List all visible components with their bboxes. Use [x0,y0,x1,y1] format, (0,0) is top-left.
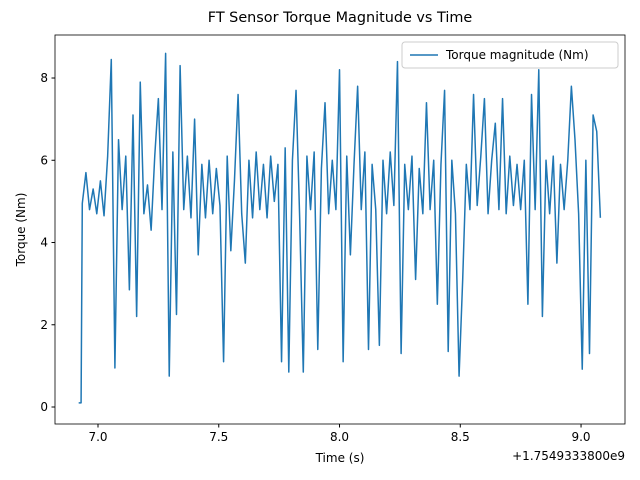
legend-label: Torque magnitude (Nm) [445,48,589,62]
chart-title: FT Sensor Torque Magnitude vs Time [208,10,473,26]
y-tick-label: 8 [40,71,48,85]
x-tick-label: 9.0 [571,430,590,444]
plot-frame [54,34,626,425]
legend-box [401,41,619,69]
data-line [78,52,602,404]
x-tick-label: 7.5 [209,430,228,444]
y-tick-label: 0 [40,400,48,414]
x-axis-label: Time (s) [315,451,365,465]
y-tick-label: 6 [40,153,48,167]
y-tick-label: 2 [40,318,48,332]
y-axis-label: Torque (Nm) [14,193,28,268]
x-tick-label: 7.0 [88,430,107,444]
x-offset-label: +1.7549333800e9 [512,449,625,463]
x-tick-label: 8.5 [451,430,470,444]
x-tick-label: 8.0 [330,430,349,444]
y-tick-label: 4 [40,236,48,250]
